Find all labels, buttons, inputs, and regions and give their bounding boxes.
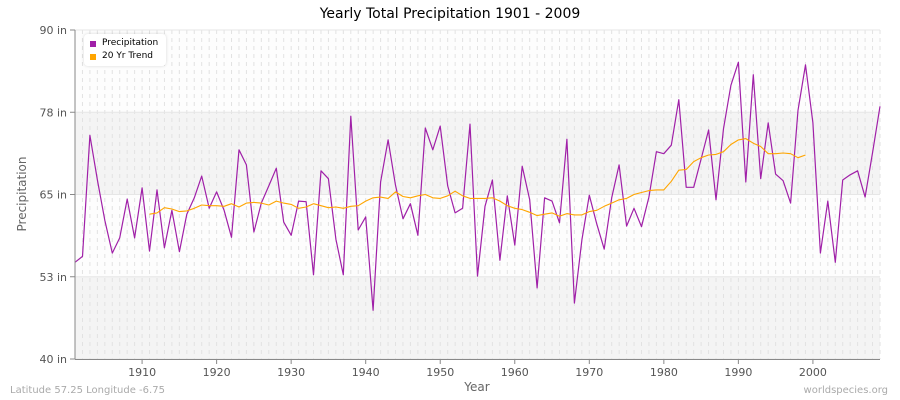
y-tick-label: 53 in: [39, 271, 67, 284]
x-tick-label: 1990: [724, 366, 752, 379]
legend-item-precipitation: Precipitation: [90, 37, 158, 50]
x-axis-label: Year: [463, 380, 489, 394]
legend-label: 20 Yr Trend: [102, 51, 154, 61]
legend-swatch: [90, 40, 96, 47]
x-tick-label: 1960: [501, 366, 529, 379]
legend-swatch: [90, 53, 96, 60]
precipitation-line: [74, 61, 881, 311]
x-tick-label: 1970: [575, 366, 603, 379]
series-lines: [74, 61, 881, 311]
x-tick-label: 1940: [352, 366, 380, 379]
chart-title: Yearly Total Precipitation 1901 - 2009: [319, 6, 581, 22]
x-tick-label: 1930: [277, 366, 305, 379]
legend-label: Precipitation: [102, 38, 159, 48]
y-tick-label: 65 in: [39, 189, 67, 202]
y-tick-label: 78 in: [39, 106, 67, 119]
legend-item-trend: 20 Yr Trend: [90, 50, 158, 63]
x-axis-ticks: 1910 1920 1930 1940 1950 1960 1970 1980 1990 2000: [128, 359, 827, 379]
location-coordinates: Latitude 57.25 Longitude -6.75: [10, 385, 165, 396]
x-tick-label: 1980: [650, 366, 678, 379]
trend-line: [149, 138, 806, 217]
x-tick-label: 1950: [426, 366, 454, 379]
x-tick-label: 1910: [128, 366, 156, 379]
y-tick-label: 90 in: [39, 24, 67, 37]
site-credit: worldspecies.org: [803, 385, 888, 396]
x-tick-label: 1920: [203, 366, 231, 379]
y-axis-label: Precipitation: [15, 156, 29, 231]
legend: Precipitation 20 Yr Trend: [84, 34, 167, 66]
x-tick-label: 2000: [799, 366, 827, 379]
y-tick-label: 40 in: [39, 353, 67, 366]
